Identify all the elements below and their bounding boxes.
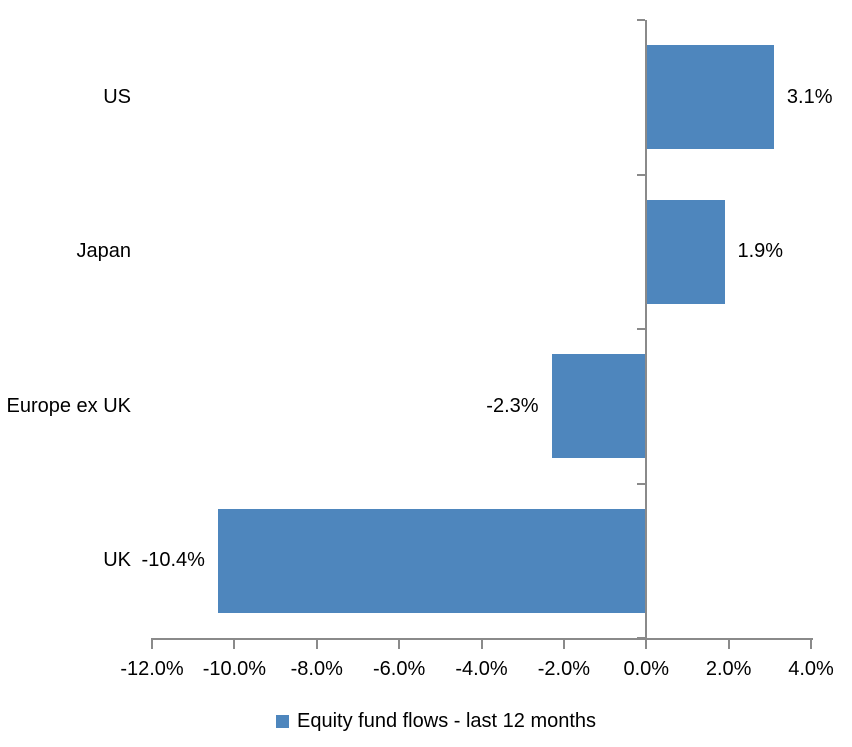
category-tick <box>637 173 646 176</box>
x-tick <box>480 638 483 649</box>
category-axis-line <box>152 638 813 640</box>
x-tick <box>151 638 153 649</box>
x-tick <box>398 638 401 649</box>
category-label-europe-ex-uk: Europe ex UK <box>6 394 131 417</box>
bar-japan <box>646 199 725 304</box>
legend-color-swatch <box>276 714 289 728</box>
value-label-uk: -10.4% <box>141 549 205 572</box>
category-label-us: US <box>103 85 131 108</box>
bar-europe-ex-uk <box>551 354 647 459</box>
value-label-us: 3.1% <box>786 85 833 108</box>
x-tick <box>233 638 236 649</box>
value-label-japan: 1.9% <box>737 240 784 263</box>
category-tick <box>637 482 646 485</box>
legend: Equity fund flows - last 12 months <box>276 710 596 732</box>
x-tick-label: -8.0% <box>290 658 343 680</box>
category-tick <box>637 19 646 21</box>
x-tick-label: 2.0% <box>705 658 752 680</box>
x-tick <box>727 638 730 649</box>
bar-uk <box>217 508 647 613</box>
x-tick-label: 4.0% <box>788 658 834 680</box>
x-tick-label: -10.0% <box>202 658 267 680</box>
x-tick-label: -12.0% <box>120 658 184 680</box>
legend-label: Equity fund flows - last 12 months <box>297 710 597 732</box>
category-label-uk: UK <box>103 549 131 572</box>
x-tick <box>315 638 318 649</box>
x-tick-label: -4.0% <box>455 658 508 680</box>
x-tick <box>562 638 565 649</box>
x-tick <box>810 638 812 649</box>
bar-us <box>646 45 774 150</box>
category-tick <box>637 328 646 330</box>
value-axis-line <box>645 20 648 649</box>
value-label-europe-ex-uk: -2.3% <box>486 394 539 417</box>
x-tick-label: -6.0% <box>373 658 426 680</box>
x-tick-label: 0.0% <box>623 658 670 680</box>
x-tick-label: -2.0% <box>537 658 590 680</box>
category-label-japan: Japan <box>76 240 132 263</box>
